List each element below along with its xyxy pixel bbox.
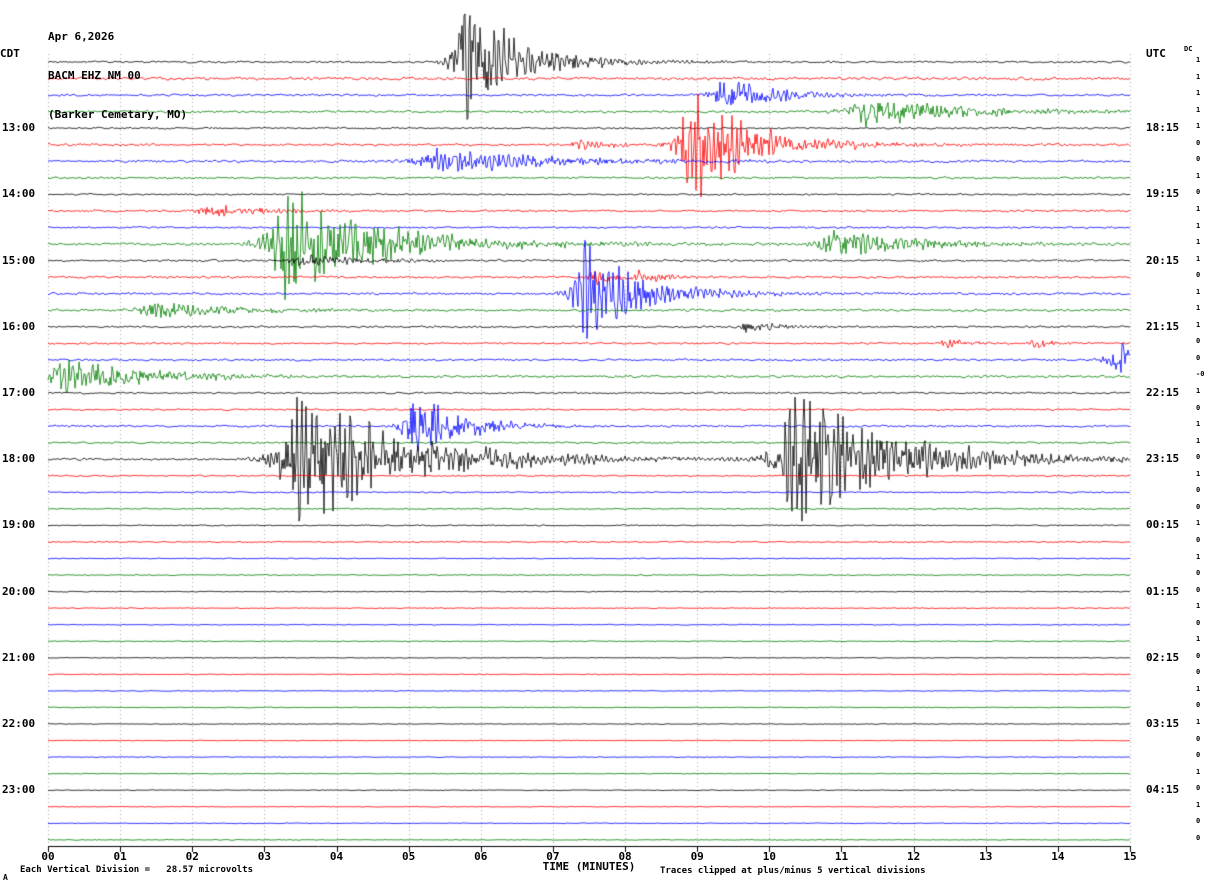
trace-scale-value: 0	[1196, 486, 1201, 495]
trace-scale-value: 1	[1196, 519, 1201, 528]
header-date: Apr 6,2026	[48, 30, 115, 43]
trace-scale-value: 1	[1196, 238, 1201, 247]
hour-label-utc: 23:15	[1146, 452, 1180, 466]
hour-label-utc: 18:15	[1146, 121, 1180, 135]
trace-scale-value: 1	[1196, 221, 1201, 230]
minute-label: 07	[546, 850, 560, 863]
trace-scale-value: 1	[1196, 254, 1201, 263]
trace-scale-value: -0	[1196, 370, 1205, 379]
trace-scale-value: 0	[1196, 569, 1201, 578]
trace-scale-value: 0	[1196, 833, 1201, 842]
trace-scale-value: 0	[1196, 271, 1201, 280]
footer-clip-note: Traces clipped at plus/minus 5 vertical …	[660, 866, 926, 876]
hour-label-utc: 21:15	[1146, 319, 1180, 333]
hour-label-cdt: 13:00	[2, 121, 36, 135]
trace-scale-value: 1	[1196, 602, 1201, 611]
minute-label: 08	[618, 850, 632, 863]
hour-label-cdt: 20:00	[2, 584, 36, 598]
trace-scale-value: 0	[1196, 453, 1201, 462]
hour-label-cdt: 16:00	[2, 319, 36, 333]
minute-label: 01	[113, 850, 127, 863]
trace-scale-value: 1	[1196, 89, 1201, 98]
trace-scale-value: 1	[1196, 635, 1201, 644]
trace-scale-value: 1	[1196, 56, 1201, 64]
right-margin-header: DC	[1184, 45, 1193, 53]
trace-scale-value: 0	[1196, 535, 1201, 544]
minute-label: 11	[834, 850, 849, 863]
trace-scale-value: 0	[1196, 734, 1201, 743]
trace-scale-value: 0	[1196, 784, 1201, 793]
header-station: BACM EHZ NM 00	[48, 69, 141, 82]
hour-label-cdt: 19:00	[2, 518, 36, 532]
hour-label-utc: 19:15	[1146, 187, 1180, 201]
minute-label: 06	[474, 850, 488, 863]
trace-scale-value: 1	[1196, 387, 1201, 395]
trace-scale-value: 0	[1196, 585, 1201, 594]
minute-label: 09	[690, 850, 704, 863]
hour-label-cdt: 22:00	[2, 717, 36, 730]
minute-label: 13	[979, 850, 993, 863]
left-axis-title: CDT	[0, 47, 20, 60]
minute-label: 02	[185, 850, 199, 863]
footer-scale-note: Each Vertical Division = 28.57 microvolt…	[20, 865, 253, 875]
trace-scale-value: 0	[1196, 353, 1201, 362]
trace-scale-value: 0	[1196, 155, 1201, 164]
trace-scale-value: 1	[1196, 420, 1201, 429]
trace-scale-value: 1	[1196, 469, 1201, 478]
trace-scale-value: 1	[1196, 436, 1201, 445]
hour-label-cdt: 23:00	[2, 783, 36, 797]
trace-scale-value: 1	[1196, 72, 1201, 81]
trace-scale-value: 1	[1196, 767, 1201, 776]
hour-label-utc: 03:15	[1146, 717, 1180, 730]
hour-label-cdt: 21:00	[2, 650, 36, 664]
hour-label-cdt: 17:00	[2, 386, 36, 399]
hour-label-cdt: 15:00	[2, 253, 36, 267]
hour-label-utc: 04:15	[1146, 783, 1180, 797]
trace-scale-value: 0	[1196, 701, 1201, 710]
hour-label-utc: 02:15	[1146, 650, 1180, 664]
trace-scale-value: 0	[1196, 651, 1201, 660]
header-location: (Barker Cemetary, MO)	[48, 108, 188, 121]
trace-scale-value: 0	[1196, 403, 1201, 412]
trace-scale-value: 1	[1196, 304, 1201, 313]
trace-scale-value: 0	[1196, 668, 1201, 677]
trace-scale-value: 1	[1196, 105, 1201, 114]
trace-scale-value: 1	[1196, 122, 1201, 131]
corner-mark: A	[3, 873, 8, 882]
minute-label: 14	[1051, 850, 1065, 863]
trace-scale-value: 1	[1196, 718, 1201, 726]
hour-label-cdt: 14:00	[2, 187, 36, 201]
trace-scale-value: 1	[1196, 204, 1201, 213]
trace-scale-value: 1	[1196, 800, 1201, 809]
minute-label: 04	[329, 850, 344, 863]
trace-scale-value: 0	[1196, 618, 1201, 627]
hour-label-utc: 20:15	[1146, 253, 1180, 267]
hour-label-utc: 22:15	[1146, 386, 1180, 399]
trace-scale-value: 0	[1196, 138, 1201, 147]
trace-scale-value: 1	[1196, 684, 1201, 693]
trace-scale-value: 0	[1196, 188, 1201, 197]
hour-label-utc: 01:15	[1146, 584, 1180, 598]
trace-scale-value: 1	[1196, 287, 1201, 296]
minute-label: 03	[257, 850, 272, 863]
minute-label: 15	[1123, 850, 1137, 863]
x-axis-title: TIME (MINUTES)	[542, 860, 636, 873]
right-axis-title: UTC	[1146, 47, 1166, 60]
hour-label-cdt: 18:00	[2, 452, 36, 466]
trace-scale-value: 0	[1196, 817, 1201, 826]
hour-label-utc: 00:15	[1146, 518, 1180, 532]
header: Apr 6,2026 BACM EHZ NM 00 (Barker Cemeta…	[48, 4, 187, 147]
trace-scale-value: 0	[1196, 502, 1201, 511]
trace-scale-value: 0	[1196, 751, 1201, 760]
trace-scale-value: 1	[1196, 552, 1201, 561]
trace-scale-value: 1	[1196, 320, 1201, 329]
trace-scale-value: 1	[1196, 171, 1201, 180]
trace-scale-value: 0	[1196, 337, 1201, 346]
minute-label: 12	[906, 850, 921, 863]
minute-label: 10	[762, 850, 776, 863]
minute-label: 05	[402, 850, 416, 863]
minute-label: 00	[41, 850, 55, 863]
